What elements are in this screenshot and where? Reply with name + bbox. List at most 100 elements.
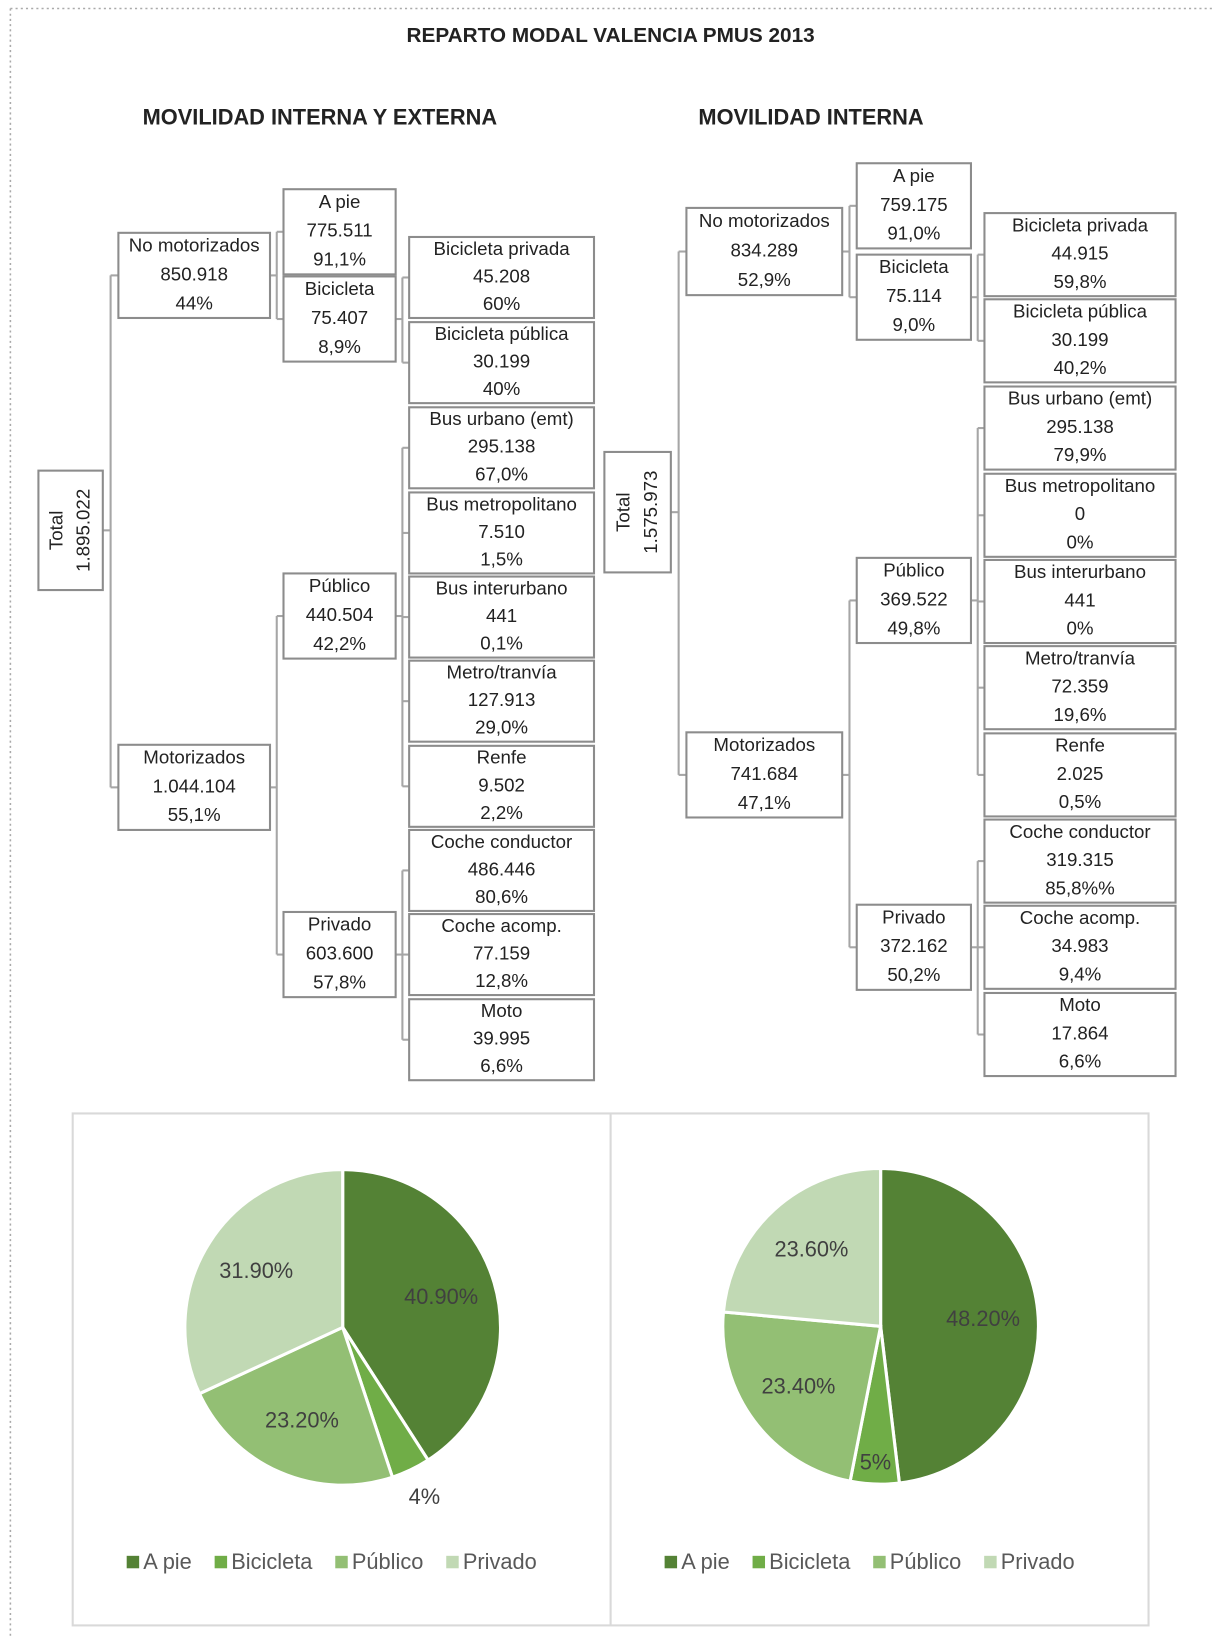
node-share: 57,8%: [313, 971, 366, 992]
node-value: 1.895.022: [73, 489, 94, 572]
node-value: 440.504: [306, 604, 374, 625]
node-share: 0,1%: [480, 633, 523, 654]
node-box: [408, 998, 596, 1082]
node-value: 75.114: [886, 285, 942, 306]
node-value: 39.995: [473, 1028, 530, 1049]
legend-label: Bicicleta: [231, 1549, 313, 1574]
node-box: [117, 743, 272, 831]
node-label: Moto: [1059, 994, 1101, 1015]
node-label: A pie: [319, 191, 361, 212]
node-share: 40%: [483, 378, 520, 399]
node-label: Privado: [882, 906, 945, 927]
node-share: 91,1%: [313, 249, 366, 270]
legend-marker: [752, 1555, 766, 1569]
node-share: 60%: [483, 293, 520, 314]
node-value: 850.918: [160, 263, 228, 284]
node-label: Bus urbano (emt): [1008, 388, 1152, 409]
node-box: [685, 206, 844, 297]
pie-slice: [721, 1310, 883, 1484]
node-value: 17.864: [1051, 1022, 1108, 1043]
node-label: Coche acomp.: [1020, 907, 1140, 928]
node-label: Moto: [481, 1000, 523, 1021]
node-label: Bus urbano (emt): [429, 408, 573, 429]
node-value: 441: [486, 605, 517, 626]
node-share: 91,0%: [887, 223, 940, 244]
legend-label: Privado: [463, 1549, 537, 1574]
node-share: 9,0%: [893, 314, 936, 335]
data-label: 40.90%: [404, 1284, 478, 1309]
node-box: [983, 212, 1177, 298]
node-box: [408, 406, 596, 490]
node-label: Bus metropolitano: [1005, 475, 1156, 496]
node-value: 7.510: [478, 521, 525, 542]
node-share: 85,8%%: [1045, 877, 1115, 898]
node-box: [408, 321, 596, 405]
node-value: 0: [1075, 503, 1085, 524]
data-label: 23.40%: [762, 1374, 836, 1399]
node-label: No motorizados: [129, 234, 260, 255]
node-box: [983, 818, 1177, 904]
node-label: Bicicleta pública: [1013, 301, 1148, 322]
legend-marker: [873, 1555, 886, 1569]
page-title: REPARTO MODAL VALENCIA PMUS 2013: [407, 24, 815, 47]
legend-label: A pie: [143, 1549, 191, 1574]
node-share: 55,1%: [168, 804, 221, 825]
node-value: 30.199: [1051, 329, 1108, 350]
node-label: Coche acomp.: [441, 915, 562, 936]
node-label: Total: [46, 511, 67, 550]
node-share: 12,8%: [475, 970, 528, 991]
data-label: 5%: [860, 1449, 892, 1474]
data-label: 48.20%: [946, 1306, 1020, 1331]
node-share: 29,0%: [475, 717, 528, 738]
node-box: [408, 828, 596, 912]
legend-marker: [126, 1555, 140, 1569]
node-share: 2,2%: [480, 802, 523, 823]
node-share: 40,2%: [1054, 357, 1107, 378]
node-value: 127.913: [468, 689, 536, 710]
node-value: 603.600: [306, 942, 374, 963]
node-label: Total: [612, 492, 633, 531]
node-share: 47,1%: [738, 792, 791, 813]
node-box: [282, 275, 397, 363]
node-value: 2.025: [1057, 763, 1104, 784]
node-share: 9,4%: [1059, 963, 1102, 984]
data-label: 23.20%: [265, 1407, 339, 1432]
node-label: Privado: [308, 914, 371, 935]
data-label: 23.60%: [774, 1236, 848, 1261]
legend-marker: [335, 1555, 348, 1569]
node-value: 295.138: [1046, 416, 1114, 437]
node-share: 44%: [175, 292, 212, 313]
node-value: 741.684: [731, 763, 799, 784]
node-box: [983, 645, 1177, 731]
node-label: Metro/tranvía: [1025, 647, 1136, 668]
node-share: 50,2%: [887, 964, 940, 985]
node-share: 42,2%: [313, 633, 366, 654]
node-value: 441: [1064, 589, 1095, 610]
node-label: Bicicleta privada: [434, 238, 571, 259]
node-label: Bicicleta pública: [435, 323, 570, 344]
node-value: 319.315: [1046, 849, 1114, 870]
tree-heading: MOVILIDAD INTERNA: [698, 104, 923, 129]
legend-label: Público: [890, 1549, 962, 1574]
node-label: Bicicleta: [879, 256, 949, 277]
node-label: Público: [309, 575, 370, 596]
node-box: [408, 575, 596, 659]
node-share: 52,9%: [738, 269, 791, 290]
node-value: 486.446: [468, 858, 536, 879]
pie-slice: [721, 1166, 883, 1329]
node-share: 0,5%: [1059, 791, 1102, 812]
node-label: Bicicleta privada: [1012, 214, 1149, 235]
node-label: Bus interurbano: [1014, 561, 1146, 582]
node-box: [855, 253, 973, 341]
node-box: [408, 491, 596, 575]
pie-slice: [183, 1167, 345, 1396]
node-label: Renfe: [1055, 735, 1105, 756]
node-box: [983, 472, 1177, 558]
node-box: [855, 162, 973, 250]
node-share: 6,6%: [480, 1055, 523, 1076]
node-label: Bicicleta: [305, 278, 375, 299]
node-label: Motorizados: [713, 734, 815, 755]
node-share: 59,8%: [1054, 271, 1107, 292]
legend-marker: [664, 1555, 678, 1569]
